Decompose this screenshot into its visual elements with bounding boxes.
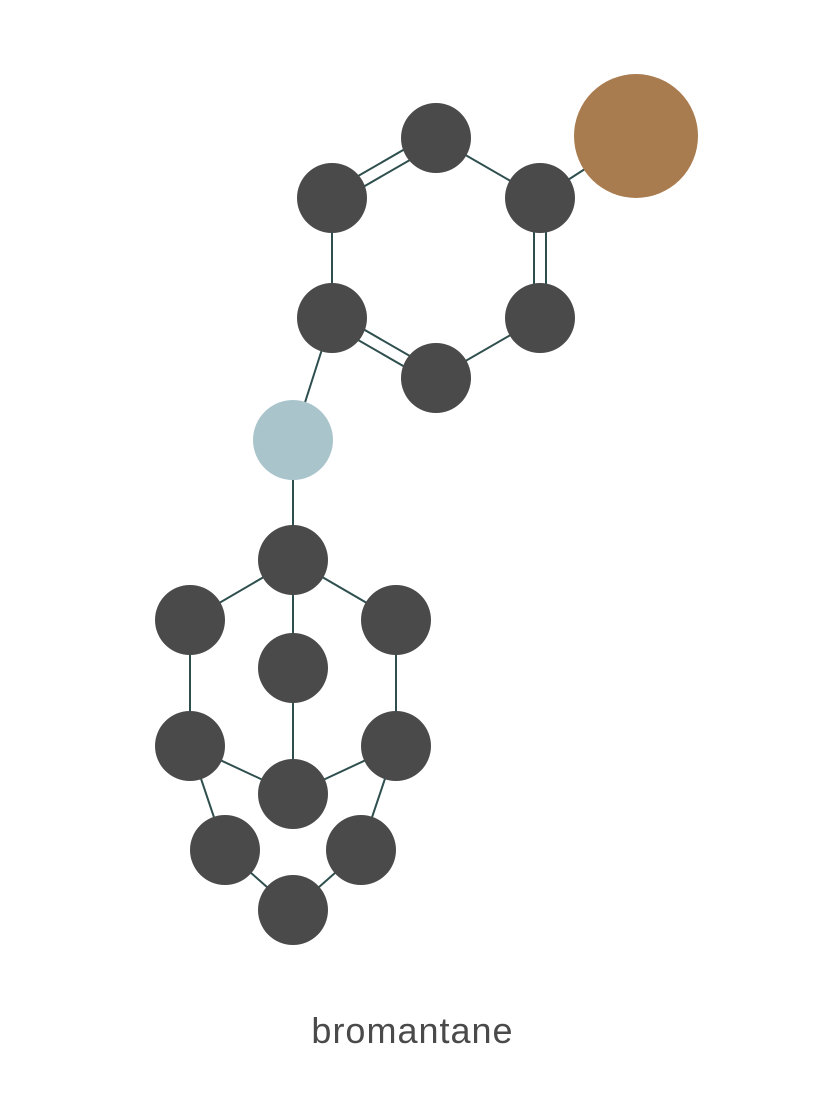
atom-carbon — [326, 815, 396, 885]
atom-carbon — [361, 585, 431, 655]
atom-carbon — [258, 875, 328, 945]
atom-carbon — [401, 103, 471, 173]
atom-carbon — [505, 163, 575, 233]
molecule-svg — [0, 0, 825, 1100]
atom-carbon — [258, 759, 328, 829]
atom-carbon — [505, 283, 575, 353]
atom-carbon — [297, 163, 367, 233]
atom-nitrogen — [253, 400, 333, 480]
atom-carbon — [401, 343, 471, 413]
atom-carbon — [297, 283, 367, 353]
atom-carbon — [258, 525, 328, 595]
bonds-group — [190, 133, 636, 910]
molecule-title: bromantane — [0, 1010, 825, 1052]
atom-carbon — [190, 815, 260, 885]
atoms-group — [155, 74, 698, 945]
atom-carbon — [155, 711, 225, 781]
atom-carbon — [361, 711, 431, 781]
molecule-canvas: bromantane — [0, 0, 825, 1100]
atom-carbon — [258, 633, 328, 703]
atom-carbon — [155, 585, 225, 655]
atom-bromine — [574, 74, 698, 198]
